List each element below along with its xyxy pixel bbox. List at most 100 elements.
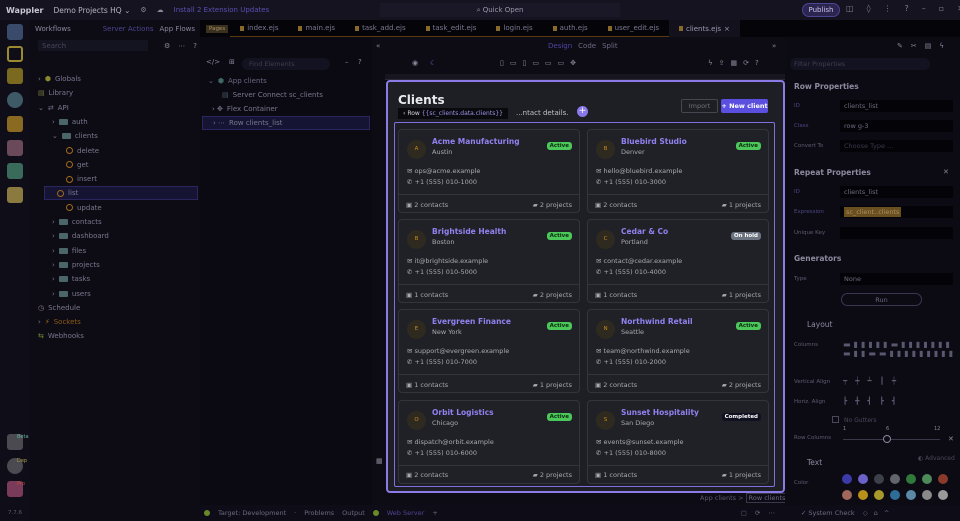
quick-open[interactable]: ⌕ Quick Open — [380, 3, 620, 17]
color-swatch[interactable] — [890, 490, 900, 500]
structure-item-flex-container[interactable]: › ✥ Flex Container — [212, 105, 278, 113]
client-name[interactable]: Orbit Logistics — [432, 407, 494, 417]
client-card[interactable]: N Northwind Retail Seattle Active ✉ team@nor… — [587, 309, 769, 394]
color-swatch[interactable] — [906, 490, 916, 500]
filter-properties-input[interactable]: Filter Properties — [790, 58, 930, 70]
page-tab[interactable]: task_add.ejs — [345, 20, 416, 37]
project-selector[interactable]: Demo Projects HQ ⌄ — [53, 5, 131, 15]
device-preview-icons[interactable]: ▯▭▯▭▭▭✥ — [500, 59, 583, 67]
drop-icon[interactable]: ◊ — [866, 4, 871, 13]
workflow-item-sockets[interactable]: › ⚡ Sockets — [38, 315, 81, 329]
status-icons[interactable]: ▢⟳⋯ — [740, 509, 783, 517]
workflow-item-get[interactable]: get — [66, 158, 89, 172]
signpost-icon[interactable] — [7, 116, 23, 132]
pages-icon[interactable] — [7, 24, 23, 40]
page-tab[interactable]: clients.ejs × — [669, 20, 740, 37]
help-icon[interactable]: ? — [904, 4, 909, 13]
color-swatch[interactable] — [874, 490, 884, 500]
crumb-app[interactable]: App clients — [700, 494, 737, 502]
web-server-tab[interactable]: Web Server — [386, 509, 425, 517]
color-swatch[interactable] — [922, 490, 932, 500]
tab-code[interactable]: Code — [578, 42, 597, 50]
chevron-icon[interactable]: ⌄ — [52, 132, 58, 141]
workflow-item-auth[interactable]: › auth — [52, 115, 88, 129]
collapse-icon[interactable]: « — [376, 42, 381, 50]
find-elements-input[interactable]: Find Elements — [242, 58, 330, 70]
workflow-item-list[interactable]: list — [44, 186, 198, 201]
robot-icon[interactable] — [7, 187, 23, 203]
color-swatch[interactable] — [938, 490, 948, 500]
chevron-icon[interactable]: › — [38, 75, 41, 83]
crumb-row[interactable]: Row clients_list — [745, 493, 802, 503]
add-element-button[interactable]: + — [577, 106, 588, 117]
workflow-item-clients[interactable]: ⌄ clients — [52, 129, 98, 143]
import-button[interactable]: Import — [681, 99, 718, 113]
run-button[interactable]: Run — [841, 293, 922, 306]
no-gutters-checkbox[interactable] — [832, 416, 839, 423]
panel-icons[interactable]: ✎✂▤ϟ — [897, 42, 952, 50]
close-icon[interactable]: ✕ — [957, 4, 960, 13]
repeat-id-input[interactable]: clients_list — [840, 186, 953, 198]
vertical-align-options[interactable]: ┯┿┷║┿ — [843, 377, 905, 385]
more-icon[interactable]: ⋯ — [178, 41, 186, 50]
clear-icon[interactable]: ✕ — [948, 435, 954, 443]
output-tab[interactable]: Output — [342, 509, 365, 517]
help-icon[interactable]: ? — [193, 41, 197, 50]
tab-split[interactable]: Split — [602, 42, 618, 50]
client-card[interactable]: E Evergreen Finance New York Active ✉ suppor… — [398, 309, 580, 394]
client-name[interactable]: Evergreen Finance — [432, 317, 511, 327]
workflow-item-api[interactable]: ⌄ ⇄ API — [38, 101, 69, 115]
client-name[interactable]: Bluebird Studio — [621, 137, 687, 146]
gear-icon[interactable]: ⚙ — [140, 6, 147, 14]
class-input[interactable]: row g-3 — [840, 120, 953, 132]
layers-icon[interactable] — [7, 163, 23, 179]
help-icon[interactable]: ? — [358, 58, 362, 66]
chevron-icon[interactable]: › — [52, 260, 55, 269]
database-icon[interactable] — [7, 92, 23, 108]
client-name[interactable]: Cedar & Co — [621, 227, 669, 237]
workflow-item-tasks[interactable]: › tasks — [52, 272, 90, 286]
color-swatch[interactable] — [842, 490, 852, 500]
extensions-icon[interactable] — [7, 434, 23, 450]
chevron-icon[interactable]: › — [52, 218, 55, 226]
columns-presets[interactable]: ▬▮▮▮▮▮▬▮▮▮▮▮▮▮ ▬▮▮▬▬▮▮▮▮▮▮▮▮▮ — [843, 340, 957, 358]
client-card[interactable]: A Acme Manufacturing Austin Active ✉ ops@acm… — [398, 129, 580, 213]
page-tab[interactable]: auth.ejs — [542, 20, 598, 37]
cloud-icon[interactable]: ☁ — [156, 6, 164, 14]
workflow-item-library[interactable]: ▤ Library — [38, 86, 73, 100]
color-swatch[interactable] — [842, 474, 852, 484]
chevron-icon[interactable]: ⌄ — [38, 103, 44, 112]
expand-icon[interactable]: » — [772, 42, 777, 50]
color-swatch[interactable] — [922, 474, 932, 484]
structure-item-row[interactable]: › ⋯ Row clients_list — [202, 116, 370, 130]
structure-item-app[interactable]: ⌄ ⬢ App clients — [208, 77, 267, 85]
minimize-icon[interactable]: – — [921, 4, 926, 13]
unique-key-input[interactable] — [840, 227, 953, 239]
client-card[interactable]: B Bluebird Studio Denver Active ✉ hello@blue… — [587, 129, 769, 213]
publish-button[interactable]: Publish — [802, 3, 840, 17]
client-name[interactable]: Acme Manufacturing — [432, 137, 520, 146]
grid-icon[interactable]: ▦ — [376, 457, 383, 465]
app-flows-tab[interactable]: App Flows — [159, 24, 195, 33]
client-card[interactable]: S Sunset Hospitality San Diego Completed ✉ e… — [587, 399, 769, 484]
add-icon[interactable]: + — [432, 509, 438, 517]
workflow-item-files[interactable]: › files — [52, 244, 86, 258]
color-swatch[interactable] — [890, 474, 900, 484]
workflow-item-contacts[interactable]: › contacts — [52, 215, 102, 229]
workflow-search-input[interactable]: Search — [38, 40, 148, 51]
chevron-icon[interactable]: › — [52, 246, 55, 255]
row-tooltip[interactable]: ‹ Row {{sc_clients.data.clients}} — [398, 108, 508, 119]
clients-row[interactable]: A Acme Manufacturing Austin Active ✉ ops@acm… — [394, 122, 775, 487]
chevron-icon[interactable]: › — [52, 289, 55, 298]
page-tab[interactable]: task_edit.ejs — [415, 20, 487, 37]
extension-updates-link[interactable]: Install 2 Extension Updates — [173, 6, 270, 14]
client-name[interactable]: Northwind Retail — [621, 317, 693, 327]
new-client-button[interactable]: + New client — [721, 99, 768, 113]
more-icon[interactable]: – — [345, 58, 349, 66]
color-swatch[interactable] — [906, 474, 916, 484]
action-icons[interactable]: ϟ⇪▦⟳? — [708, 59, 765, 67]
page-tab[interactable]: index.ejs — [230, 20, 289, 37]
camera-icon[interactable]: ◉ — [412, 59, 419, 67]
chevron-icon[interactable]: › — [52, 117, 55, 126]
server-actions-tab[interactable]: Server Actions — [102, 24, 154, 33]
